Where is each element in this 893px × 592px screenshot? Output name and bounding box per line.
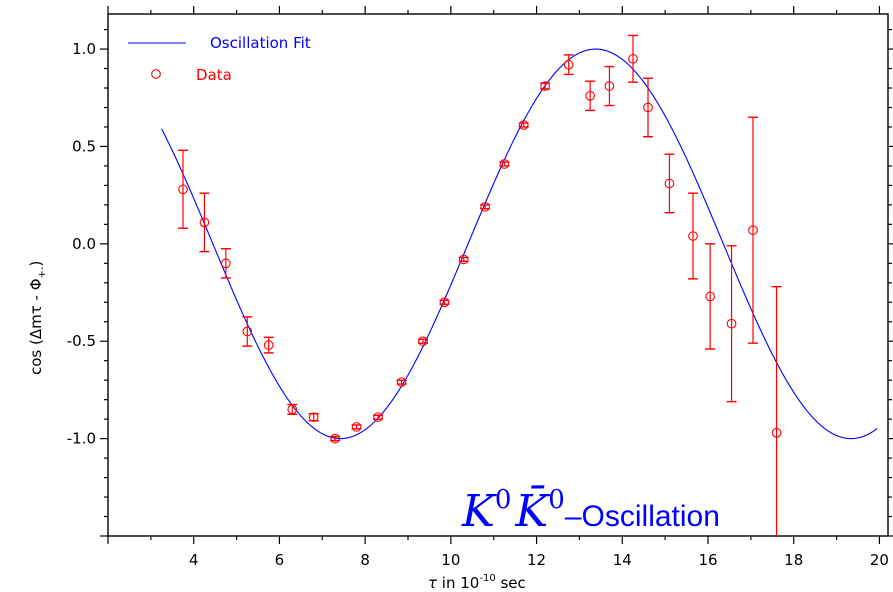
data-point <box>664 153 675 214</box>
data-marker <box>664 178 675 189</box>
data-marker <box>330 433 340 444</box>
axis-ticks <box>100 6 893 544</box>
x-tick-label: 18 <box>784 551 803 569</box>
data-marker <box>628 53 638 64</box>
x-tick-label: 14 <box>613 551 632 569</box>
x-axis-label-exponent: -10 <box>479 573 495 584</box>
data-marker <box>221 258 231 269</box>
x-tick-label: 10 <box>441 551 460 569</box>
data-point <box>178 149 188 229</box>
data-point <box>628 34 638 83</box>
data-point <box>242 316 253 347</box>
data-marker <box>458 254 469 265</box>
data-point <box>263 336 274 354</box>
data-point <box>351 422 362 432</box>
data-marker <box>585 90 595 101</box>
x-tick-label: 20 <box>870 551 889 569</box>
data-point <box>540 81 551 91</box>
data-point <box>585 80 596 112</box>
y-axis-label: cos (Δmτ - Φ+-) <box>27 261 48 375</box>
y-tick-label: -0.5 <box>67 332 96 350</box>
y-axis-label-close: ) <box>27 261 45 267</box>
y-tick-labels: 1.0 0.5 0.0 -0.5 -1.0 <box>67 40 96 448</box>
data-point <box>604 65 615 107</box>
data-point <box>563 54 574 76</box>
annotation-sup2: 0 <box>548 485 565 515</box>
data-marker <box>518 120 529 130</box>
data-marker <box>439 297 450 308</box>
y-axis-label-subscript: +- <box>37 266 48 278</box>
y-axis-label-text: cos (Δmτ - <box>27 290 45 375</box>
data-points <box>178 34 782 536</box>
data-marker <box>199 217 210 228</box>
data-point <box>771 285 782 536</box>
annotation-kbar: K̄ <box>514 484 550 537</box>
data-marker <box>563 59 574 70</box>
data-point <box>458 254 469 265</box>
legend-fit-label: Oscillation Fit <box>210 34 311 52</box>
data-marker <box>499 159 510 169</box>
x-tick-label: 12 <box>527 551 546 569</box>
data-point <box>480 201 491 212</box>
x-axis-label-text: in 10 <box>437 574 479 592</box>
data-marker <box>480 201 490 212</box>
data-point <box>748 116 758 344</box>
data-marker <box>748 225 758 236</box>
data-point <box>418 336 428 347</box>
data-marker <box>308 412 319 423</box>
annotation-sup1: 0 <box>495 485 512 515</box>
data-marker <box>178 184 188 195</box>
data-marker <box>540 81 550 91</box>
y-tick-label: 0.0 <box>72 235 96 253</box>
x-tick-label: 4 <box>189 551 199 569</box>
data-marker <box>242 326 253 337</box>
data-marker <box>287 404 298 415</box>
plot-frame <box>107 13 889 537</box>
data-marker <box>726 318 737 329</box>
oscillation-fit-line <box>161 48 878 440</box>
x-axis-label-symbol: τ <box>428 574 438 592</box>
data-point <box>688 192 698 280</box>
y-tick-label: 0.5 <box>72 137 96 155</box>
x-tick-label: 16 <box>698 551 717 569</box>
data-point <box>705 243 716 350</box>
data-marker <box>705 291 715 302</box>
data-marker <box>263 340 274 350</box>
data-point <box>439 297 450 308</box>
data-point <box>643 77 653 138</box>
data-point <box>220 248 231 279</box>
y-axis-label-phi: Φ <box>27 278 45 290</box>
data-point <box>373 412 383 423</box>
data-marker <box>688 231 698 241</box>
y-tick-label: -1.0 <box>67 430 96 448</box>
x-tick-label: 6 <box>275 551 285 569</box>
annotation-k: K <box>461 486 497 537</box>
data-point <box>396 377 407 387</box>
x-tick-labels: 4 6 8 10 12 14 16 18 20 <box>189 551 889 569</box>
data-point <box>726 245 737 403</box>
data-marker <box>643 102 653 113</box>
legend-data-label: Data <box>196 66 232 84</box>
data-marker <box>396 377 407 387</box>
data-marker <box>351 422 362 432</box>
x-tick-label: 8 <box>360 551 370 569</box>
legend-data-marker <box>151 69 161 79</box>
data-point <box>330 433 341 444</box>
legend: Oscillation Fit Data <box>128 34 311 84</box>
data-point <box>499 159 510 169</box>
chart-annotation: K0K̄0–Oscillation <box>461 484 720 537</box>
data-point <box>518 120 529 130</box>
data-marker <box>604 81 615 91</box>
y-tick-label: 1.0 <box>72 40 96 58</box>
data-point <box>308 412 319 423</box>
x-axis-label: τ in 10-10 sec <box>428 573 526 592</box>
annotation-suffix: –Oscillation <box>565 500 720 533</box>
data-marker <box>771 427 782 438</box>
x-axis-label-unit: sec <box>496 574 526 592</box>
data-point <box>287 403 298 415</box>
data-marker <box>418 336 428 347</box>
data-point <box>199 192 210 253</box>
data-marker <box>373 412 383 423</box>
